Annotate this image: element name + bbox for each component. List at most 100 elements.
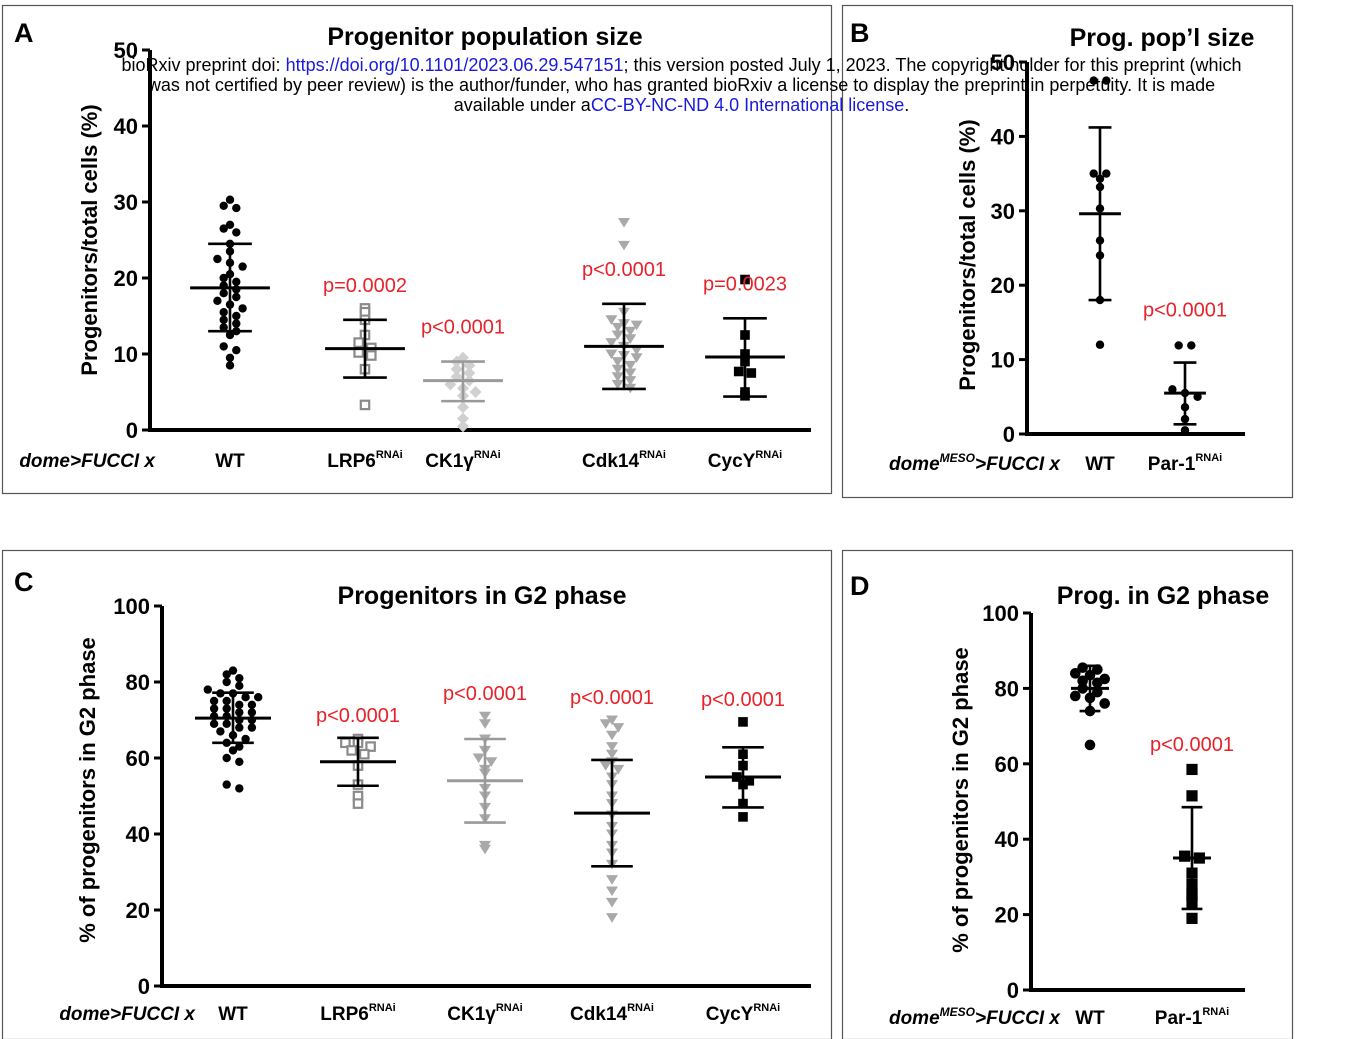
y-tick-label: 0 <box>1007 978 1019 1003</box>
data-point <box>618 240 630 251</box>
data-point <box>247 708 257 717</box>
data-point <box>605 338 618 348</box>
data-point <box>219 224 228 233</box>
y-tick-label: 20 <box>126 898 150 923</box>
data-point <box>618 218 630 228</box>
data-point <box>225 195 235 204</box>
data-point <box>738 812 748 822</box>
data-point <box>1179 850 1191 862</box>
notice-line-2: was not certified by peer review) is the… <box>147 75 1216 95</box>
data-point <box>469 386 482 398</box>
panel-D: D Prog. in G2 phase 0 20 40 60 80 100 % of proge… <box>841 549 1294 1039</box>
data-point <box>366 350 377 361</box>
x-tick-label: CK1γRNAi <box>425 449 500 472</box>
data-point <box>225 353 235 362</box>
notice-line-3: available under aCC-BY-NC-ND 4.0 Interna… <box>0 95 1363 115</box>
data-point <box>219 273 228 283</box>
data-point <box>738 717 748 727</box>
data-point <box>1070 668 1081 679</box>
group-wt <box>1079 76 1121 349</box>
data-point <box>1186 763 1198 776</box>
data-point <box>606 913 618 923</box>
y-tick-label: 30 <box>991 199 1015 224</box>
data-point <box>209 719 219 728</box>
chart-title: Progenitor population size <box>327 23 642 51</box>
panel-letter: D <box>850 571 870 601</box>
group-lrp6: p=0.0002 <box>323 275 407 411</box>
data-point <box>232 346 241 355</box>
p-value-label: p<0.0001 <box>1150 734 1234 756</box>
group-ck1-: p<0.0001 <box>443 683 527 855</box>
data-point <box>359 399 371 411</box>
data-point <box>235 708 244 717</box>
data-point <box>1084 739 1096 751</box>
data-point <box>479 711 491 722</box>
data-point <box>228 746 238 755</box>
data-point <box>746 368 757 378</box>
y-axis-label: % of progenitors in G2 phase <box>75 637 100 943</box>
x-tick-label: Par-1RNAi <box>1148 452 1222 475</box>
data-point <box>203 685 212 694</box>
p-value-label: p<0.0001 <box>582 259 666 281</box>
data-point <box>225 220 235 229</box>
y-tick-label: 0 <box>138 974 150 999</box>
data-point <box>241 693 250 702</box>
data-point <box>219 315 228 324</box>
data-point <box>213 254 222 264</box>
notice-line3-suffix: . <box>904 95 910 115</box>
y-tick-label: 40 <box>991 124 1015 149</box>
data-point <box>599 761 612 771</box>
data-point <box>225 361 235 370</box>
data-point <box>1089 169 1098 178</box>
x-tick-label: WT <box>215 451 245 472</box>
data-point <box>612 723 625 733</box>
x-tick-label: LRP6RNAi <box>327 449 402 472</box>
data-point <box>606 730 618 741</box>
data-point <box>463 367 476 379</box>
data-point <box>219 308 228 317</box>
doi-link[interactable]: https://doi.org/10.1101/2023.06.29.54715… <box>285 55 624 75</box>
y-tick-label: 10 <box>991 348 1015 373</box>
panel-frame <box>841 549 1294 1039</box>
y-tick-label: 40 <box>995 827 1019 852</box>
x-tick-label: CycYRNAi <box>706 1002 780 1025</box>
notice-line-1: bioRxiv preprint doi: https://doi.org/10… <box>0 55 1363 75</box>
data-point <box>235 742 244 751</box>
data-point <box>606 749 618 760</box>
p-value-label: p<0.0001 <box>701 689 785 711</box>
preprint-notice: bioRxiv preprint doi: https://doi.org/10… <box>0 55 1363 115</box>
p-value-label: p<0.0001 <box>1143 300 1227 322</box>
data-point <box>605 315 618 325</box>
data-point <box>352 798 364 809</box>
chart-title: Prog. pop’l size <box>1070 24 1255 52</box>
y-tick-label: 100 <box>113 594 150 619</box>
notice-middle: ; this version posted July 1, 2023. The … <box>623 55 1242 75</box>
y-tick-label: 40 <box>126 822 150 847</box>
data-point <box>222 670 231 679</box>
data-point <box>606 886 618 897</box>
data-point <box>222 719 231 728</box>
data-point <box>630 320 643 331</box>
x-group-prefix: domeMESO>FUCCI x <box>889 1005 1061 1029</box>
data-point <box>219 323 228 332</box>
y-tick-label: 30 <box>114 190 138 215</box>
data-point <box>353 337 364 348</box>
data-point <box>611 364 624 375</box>
data-point <box>457 412 469 425</box>
group-cdk14: p<0.0001 <box>570 687 654 923</box>
panel-C: C Progenitors in G2 phase 0 20 40 60 80 100 % of… <box>1 549 833 1039</box>
x-tick-label: CK1γRNAi <box>447 1002 522 1025</box>
y-tick-label: 50 <box>114 38 138 63</box>
data-point <box>733 366 744 377</box>
data-point <box>222 696 231 706</box>
p-value-label: p=0.0023 <box>703 273 787 295</box>
license-link[interactable]: CC-BY-NC-ND 4.0 International license <box>590 95 905 115</box>
y-tick-label: 50 <box>991 50 1015 75</box>
panel-B: B Prog. pop’l size 0 10 20 30 40 50 Progenitors/… <box>841 4 1294 499</box>
data-point <box>479 844 491 855</box>
notice-line3-prefix: available under a <box>453 95 591 115</box>
p-value-label: p<0.0001 <box>316 705 400 727</box>
data-point <box>238 262 247 271</box>
notice-prefix: bioRxiv preprint doi: <box>121 55 286 75</box>
